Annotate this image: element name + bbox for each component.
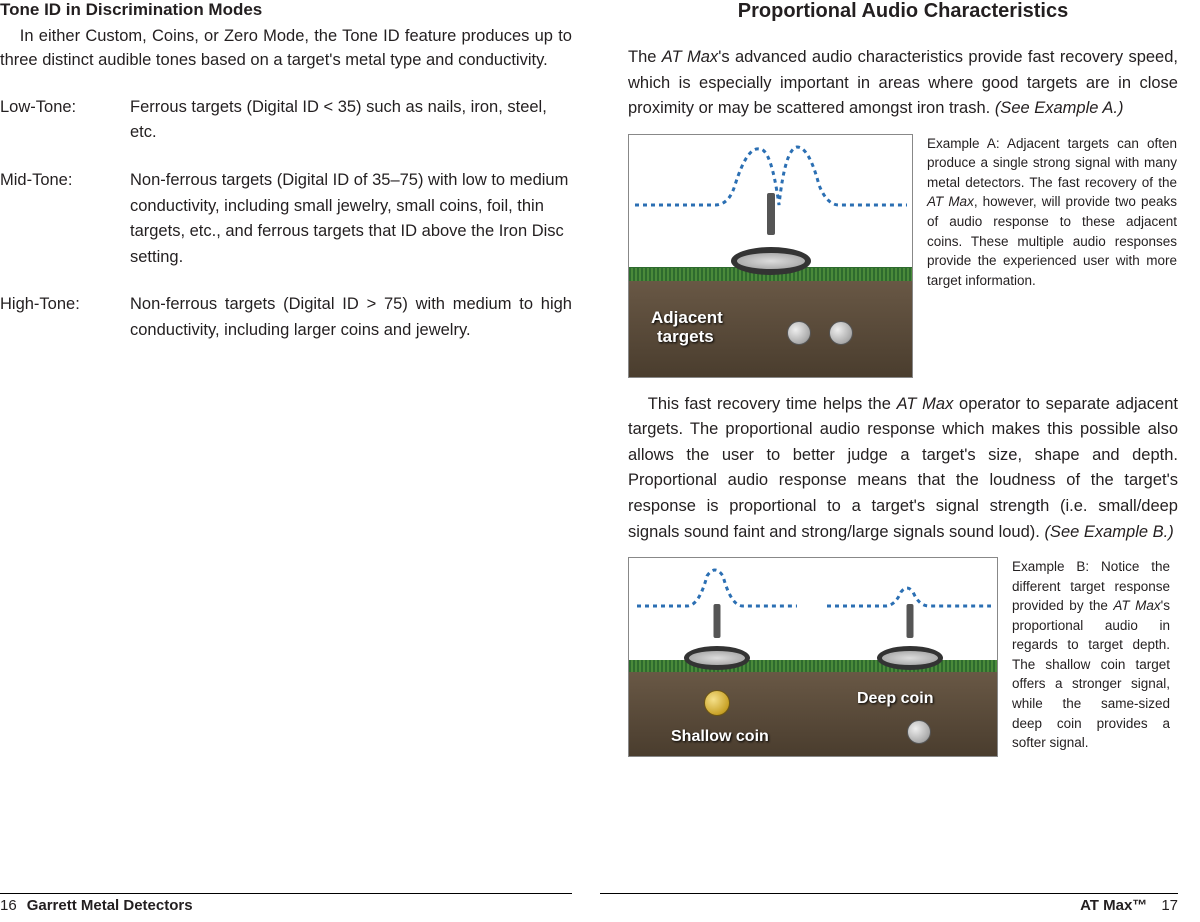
figure-b-detector-coil-icon <box>877 636 943 670</box>
figure-b-deep-coin-icon <box>907 720 931 744</box>
p2-see-example: (See Example B.) <box>1044 523 1173 541</box>
figure-a-label: Adjacent targets <box>651 308 723 347</box>
figure-b: Shallow coin Deep coin <box>628 557 998 757</box>
p2-post: operator to separate adjacent targets. T… <box>628 395 1178 541</box>
paragraph-2: This fast recovery time helps the AT Max… <box>628 392 1178 545</box>
heading-proportional-audio: Proportional Audio Characteristics <box>628 0 1178 23</box>
p1-pre: The <box>628 48 662 66</box>
tone-desc: Non-ferrous targets (Digital ID of 35–75… <box>130 168 572 270</box>
footer-right: AT Max™ 17 <box>600 893 1178 914</box>
figure-a-label-line1: Adjacent <box>651 308 723 327</box>
page-left: Tone ID in Discrimination Modes In eithe… <box>0 0 600 922</box>
tone-label: Mid-Tone: <box>0 168 130 270</box>
footer-brand: AT Max™ <box>1080 897 1147 914</box>
page-number: 17 <box>1161 897 1178 914</box>
exB-product-name: AT Max <box>1113 598 1160 613</box>
exB-post: 's proportional audio in regards to targ… <box>1012 598 1170 750</box>
figure-a-coin-icon <box>829 321 853 345</box>
exA-pre: Example A: Adjacent targets can often pr… <box>927 136 1177 190</box>
exA-product-name: AT Max <box>927 194 974 209</box>
tone-label: Low-Tone: <box>0 95 130 146</box>
figure-a-detector-coil-icon <box>731 233 811 275</box>
tone-row-mid: Mid-Tone: Non-ferrous targets (Digital I… <box>0 168 572 270</box>
figure-b-shallow-coin-icon <box>704 690 730 716</box>
figure-b-deep-label: Deep coin <box>857 690 933 708</box>
page-right: Proportional Audio Characteristics The A… <box>600 0 1200 922</box>
footer-left: 16 Garrett Metal Detectors <box>0 893 572 914</box>
figure-b-detector-coil-icon <box>684 636 750 670</box>
p1-product-name: AT Max <box>662 48 718 66</box>
intro-paragraph: In either Custom, Coins, or Zero Mode, t… <box>0 24 572 73</box>
figure-a-label-line2: targets <box>651 327 714 346</box>
p2-product-name: AT Max <box>897 395 954 413</box>
tone-row-high: High-Tone: Non-ferrous targets (Digital … <box>0 292 572 343</box>
heading-tone-id: Tone ID in Discrimination Modes <box>0 0 572 20</box>
p2-pre: This fast recovery time helps the <box>648 395 897 413</box>
page-number: 16 <box>0 897 17 914</box>
paragraph-1: The AT Max's advanced audio characterist… <box>628 45 1178 122</box>
figure-a-coin-icon <box>787 321 811 345</box>
tone-desc: Non-ferrous targets (Digital ID > 75) wi… <box>130 292 572 343</box>
p1-see-example: (See Example A.) <box>995 99 1124 117</box>
figure-a-caption: Example A: Adjacent targets can often pr… <box>927 134 1177 291</box>
figure-b-shallow-label: Shallow coin <box>671 728 769 746</box>
footer-brand: Garrett Metal Detectors <box>27 897 193 914</box>
footer-rule <box>600 893 1178 894</box>
tone-row-low: Low-Tone: Ferrous targets (Digital ID < … <box>0 95 572 146</box>
figure-b-caption: Example B: Notice the different target r… <box>1012 557 1170 753</box>
figure-b-row: Shallow coin Deep coin Example B: Notice… <box>628 557 1178 757</box>
figure-a-row: Adjacent targets Example A: Adjacent tar… <box>628 134 1178 378</box>
footer-rule <box>0 893 572 894</box>
figure-a: Adjacent targets <box>628 134 913 378</box>
tone-label: High-Tone: <box>0 292 130 343</box>
tone-desc: Ferrous targets (Digital ID < 35) such a… <box>130 95 572 146</box>
